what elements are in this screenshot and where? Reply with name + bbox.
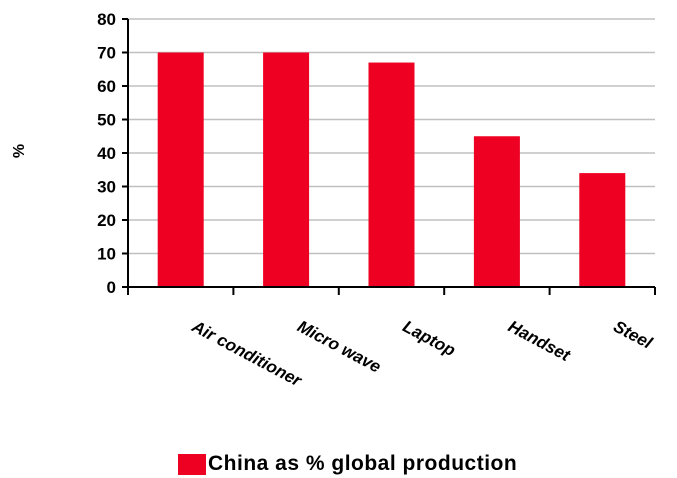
x-tick-label: Steel xyxy=(610,317,656,353)
y-tick-labels: 0 10 20 30 40 50 60 70 80 xyxy=(97,10,116,297)
bar-laptop xyxy=(368,62,415,287)
bar-steel xyxy=(579,173,626,287)
legend: China as % global production xyxy=(178,452,517,475)
y-tick-label: 30 xyxy=(97,178,116,197)
y-tick-label: 50 xyxy=(97,111,116,130)
y-tick-label: 20 xyxy=(97,211,116,230)
x-tick-label: Air conditioner xyxy=(188,316,306,391)
legend-swatch xyxy=(178,454,206,475)
y-tick-label: 60 xyxy=(97,77,116,96)
y-tick-label: 40 xyxy=(97,144,116,163)
bar-micro-wave xyxy=(263,52,310,287)
legend-label: China as % global production xyxy=(208,452,517,475)
x-tick-label: Micro wave xyxy=(294,317,384,377)
y-tick-label: 0 xyxy=(107,278,116,297)
y-tick-label: 10 xyxy=(97,245,116,264)
y-axis-label: % xyxy=(11,144,28,158)
axes xyxy=(122,18,656,295)
y-tick-label: 70 xyxy=(97,44,116,63)
bar-air-conditioner xyxy=(157,52,204,287)
bars xyxy=(157,52,626,287)
x-tick-label: Handset xyxy=(505,317,574,366)
y-tick-label: 80 xyxy=(97,10,116,29)
bar-handset xyxy=(473,136,520,287)
x-tick-label: Laptop xyxy=(400,317,459,360)
